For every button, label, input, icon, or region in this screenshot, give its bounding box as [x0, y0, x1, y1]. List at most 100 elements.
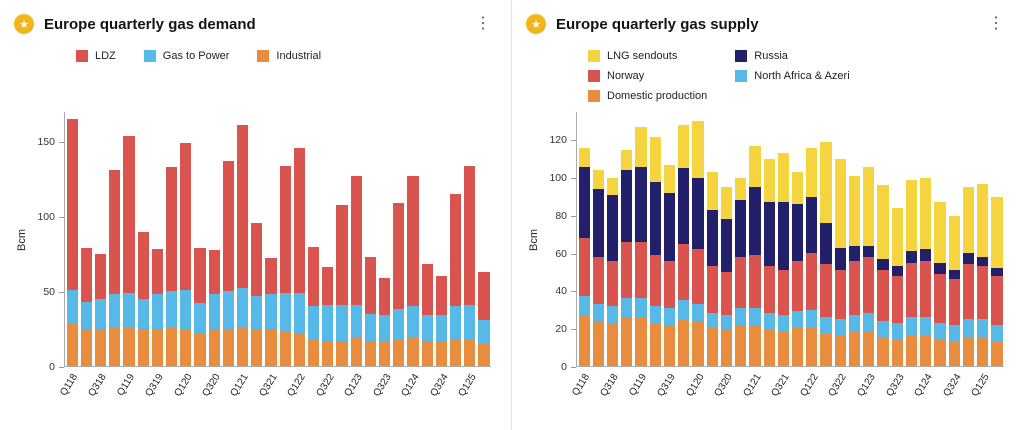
bar-segment[interactable] — [407, 176, 419, 307]
bar-segment[interactable] — [863, 313, 875, 333]
bar-segment[interactable] — [948, 341, 960, 366]
bar-segment[interactable] — [194, 303, 206, 334]
bar-segment[interactable] — [464, 304, 476, 340]
bar-segment[interactable] — [720, 271, 733, 316]
bar-segment[interactable] — [777, 332, 790, 366]
bar-Q221[interactable] — [763, 112, 775, 366]
bar-Q219[interactable] — [137, 112, 149, 366]
bar-segment[interactable] — [592, 303, 604, 321]
bar-segment[interactable] — [378, 315, 391, 343]
bar-Q423[interactable] — [393, 112, 405, 366]
bar-Q319[interactable] — [663, 112, 676, 366]
bar-segment[interactable] — [792, 260, 804, 312]
bar-segment[interactable] — [464, 339, 476, 366]
bar-segment[interactable] — [435, 315, 447, 343]
bar-segment[interactable] — [991, 275, 1003, 325]
bar-segment[interactable] — [265, 294, 277, 331]
bar-segment[interactable] — [649, 305, 661, 323]
bar-Q222[interactable] — [307, 112, 320, 366]
bar-Q220[interactable] — [706, 112, 718, 366]
bar-segment[interactable] — [350, 337, 362, 366]
bar-segment[interactable] — [806, 328, 818, 366]
legend-item-domestic-production[interactable]: Domestic production — [588, 90, 707, 102]
bar-segment[interactable] — [393, 203, 405, 310]
bar-Q424[interactable] — [962, 112, 975, 366]
bar-segment[interactable] — [962, 187, 975, 254]
bar-segment[interactable] — [763, 159, 775, 203]
bar-segment[interactable] — [834, 247, 846, 271]
bar-segment[interactable] — [208, 294, 220, 331]
bar-segment[interactable] — [877, 258, 889, 271]
bar-segment[interactable] — [777, 153, 790, 203]
bar-Q221[interactable] — [251, 112, 263, 366]
bar-Q418[interactable] — [109, 112, 121, 366]
bar-segment[interactable] — [749, 307, 761, 325]
bar-Q125[interactable] — [977, 112, 989, 366]
bar-segment[interactable] — [863, 166, 875, 246]
bar-segment[interactable] — [692, 249, 704, 304]
bar-Q324[interactable] — [435, 112, 447, 366]
bar-Q123[interactable] — [863, 112, 875, 366]
bar-segment[interactable] — [293, 333, 305, 366]
bar-Q419[interactable] — [678, 112, 690, 366]
bar-segment[interactable] — [920, 260, 932, 318]
bar-segment[interactable] — [606, 177, 619, 195]
bar-segment[interactable] — [678, 168, 690, 244]
bar-Q223[interactable] — [877, 112, 889, 366]
bar-segment[interactable] — [763, 313, 775, 331]
bar-segment[interactable] — [606, 194, 619, 261]
bar-segment[interactable] — [720, 315, 733, 331]
bar-segment[interactable] — [307, 246, 320, 307]
bar-segment[interactable] — [123, 327, 135, 366]
bar-segment[interactable] — [478, 343, 490, 366]
bar-Q124[interactable] — [920, 112, 932, 366]
bar-segment[interactable] — [194, 247, 206, 304]
legend-item-industrial[interactable]: Industrial — [257, 50, 321, 62]
bar-segment[interactable] — [792, 328, 804, 366]
bar-segment[interactable] — [977, 318, 989, 338]
bar-segment[interactable] — [336, 204, 348, 305]
bar-segment[interactable] — [279, 331, 291, 366]
bar-segment[interactable] — [663, 192, 676, 261]
bar-segment[interactable] — [848, 332, 861, 366]
bar-segment[interactable] — [151, 328, 163, 366]
bar-segment[interactable] — [678, 318, 690, 366]
bar-segment[interactable] — [763, 330, 775, 366]
bar-segment[interactable] — [265, 330, 277, 366]
bar-segment[interactable] — [236, 288, 249, 328]
bar-segment[interactable] — [678, 125, 690, 169]
bar-segment[interactable] — [407, 337, 419, 366]
bar-segment[interactable] — [350, 304, 362, 338]
bar-segment[interactable] — [863, 332, 875, 366]
bar-segment[interactable] — [307, 306, 320, 340]
bar-Q421[interactable] — [792, 112, 804, 366]
bar-segment[interactable] — [706, 328, 718, 366]
bar-segment[interactable] — [820, 334, 832, 366]
bar-segment[interactable] — [891, 339, 903, 366]
bar-segment[interactable] — [749, 324, 761, 366]
bar-segment[interactable] — [962, 253, 975, 265]
bar-segment[interactable] — [478, 271, 490, 320]
bar-segment[interactable] — [435, 276, 447, 316]
bar-Q421[interactable] — [279, 112, 291, 366]
bar-Q120[interactable] — [180, 112, 192, 366]
bar-segment[interactable] — [66, 119, 78, 290]
bar-segment[interactable] — [222, 161, 234, 292]
bar-Q118[interactable] — [66, 112, 78, 366]
bar-Q420[interactable] — [735, 112, 747, 366]
bar-segment[interactable] — [777, 270, 790, 316]
bar-segment[interactable] — [905, 335, 918, 366]
bar-Q124[interactable] — [407, 112, 419, 366]
bar-segment[interactable] — [792, 204, 804, 261]
bar-segment[interactable] — [834, 159, 846, 248]
bar-segment[interactable] — [364, 313, 376, 341]
bar-segment[interactable] — [977, 256, 989, 267]
bar-Q423[interactable] — [905, 112, 918, 366]
bar-segment[interactable] — [863, 245, 875, 257]
bar-segment[interactable] — [66, 289, 78, 325]
bar-segment[interactable] — [948, 324, 960, 342]
bar-segment[interactable] — [820, 142, 832, 224]
bar-segment[interactable] — [578, 166, 590, 239]
bar-segment[interactable] — [678, 243, 690, 301]
bar-segment[interactable] — [920, 335, 932, 366]
